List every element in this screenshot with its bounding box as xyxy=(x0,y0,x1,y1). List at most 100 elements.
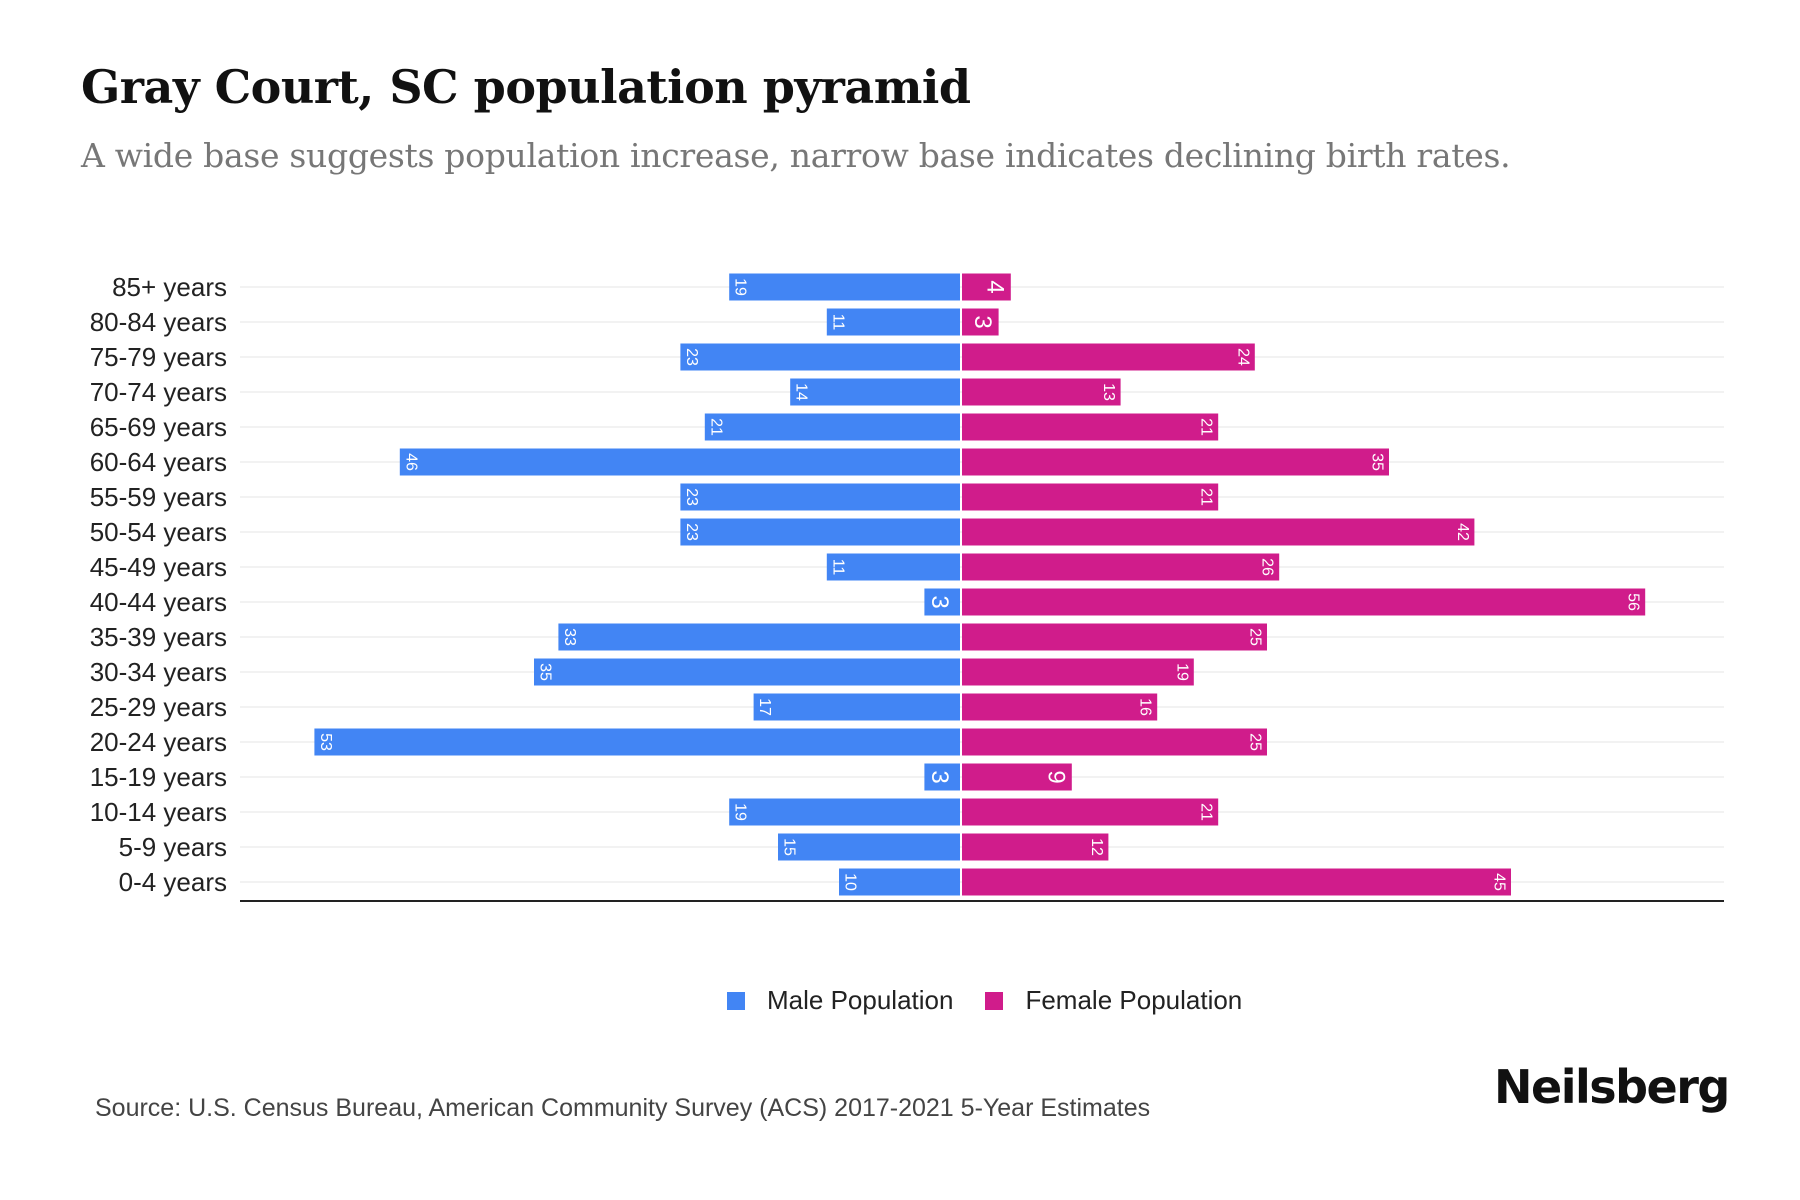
bars: 1911231421462323113333517533191510432413… xyxy=(314,273,1646,896)
data-label-male: 21 xyxy=(707,418,724,436)
data-label-male: 23 xyxy=(683,488,700,506)
bar-male xyxy=(399,448,960,476)
bar-female xyxy=(962,413,1219,441)
bar-male xyxy=(729,273,960,301)
bar-male xyxy=(704,413,960,441)
bar-male xyxy=(558,623,960,651)
category-label: 40-44 years xyxy=(90,587,227,617)
category-label: 25-29 years xyxy=(90,692,227,722)
data-label-female: 26 xyxy=(1259,558,1276,576)
bar-female xyxy=(962,763,1072,791)
data-label-male: 19 xyxy=(732,803,749,821)
data-label-male: 3 xyxy=(926,770,953,783)
legend-label-female: Female Population xyxy=(1025,985,1243,1015)
category-label: 50-54 years xyxy=(90,517,227,547)
legend-item-female: Female Population xyxy=(985,985,1242,1016)
bar-female xyxy=(962,588,1646,616)
bar-male xyxy=(680,343,960,371)
category-label: 15-19 years xyxy=(90,762,227,792)
bar-female xyxy=(962,728,1267,756)
bar-female xyxy=(962,553,1280,581)
data-label-female: 21 xyxy=(1198,803,1215,821)
legend-swatch-male xyxy=(727,991,745,1010)
bar-female xyxy=(962,483,1219,511)
bar-male xyxy=(839,868,960,896)
data-label-male: 15 xyxy=(781,838,798,856)
data-label-female: 13 xyxy=(1100,383,1117,401)
bar-female xyxy=(962,798,1219,826)
data-label-male: 23 xyxy=(683,348,700,366)
bar-male xyxy=(826,553,960,581)
category-label: 30-34 years xyxy=(90,657,227,687)
category-label: 20-24 years xyxy=(90,727,227,757)
data-label-female: 21 xyxy=(1198,488,1215,506)
data-label-female: 35 xyxy=(1369,453,1386,471)
bar-female xyxy=(962,343,1255,371)
data-label-male: 35 xyxy=(537,663,554,681)
category-label: 65-69 years xyxy=(90,412,227,442)
data-label-male: 14 xyxy=(793,383,810,401)
data-label-female: 9 xyxy=(1042,770,1069,783)
data-label-male: 11 xyxy=(829,314,846,331)
category-label: 80-84 years xyxy=(90,307,227,337)
data-label-male: 23 xyxy=(683,523,700,541)
gridlines xyxy=(240,286,1724,883)
bar-male xyxy=(826,308,960,336)
bar-female xyxy=(962,378,1121,406)
category-label: 45-49 years xyxy=(90,552,227,582)
legend: Male Population Female Population xyxy=(727,985,1274,1016)
bar-male xyxy=(729,798,960,826)
data-label-female: 42 xyxy=(1454,523,1471,541)
bar-male xyxy=(680,483,960,511)
data-label-male: 3 xyxy=(926,595,953,608)
category-label: 85+ years xyxy=(112,272,227,302)
category-label: 5-9 years xyxy=(119,832,227,862)
legend-swatch-female xyxy=(985,991,1004,1010)
category-labels: 85+ years 80-84 years 75-79 years 70-74 yea… xyxy=(90,272,227,897)
bar-male xyxy=(790,378,960,406)
chart-subtitle: A wide base suggests population increase… xyxy=(81,136,1511,175)
data-label-male: 17 xyxy=(756,698,773,716)
data-label-female: 4 xyxy=(981,280,1008,293)
bar-female xyxy=(962,658,1194,686)
data-label-male: 33 xyxy=(561,628,578,646)
brand-logo: Neilsberg xyxy=(1494,1060,1730,1114)
bar-female xyxy=(962,623,1267,651)
bar-female xyxy=(962,833,1109,861)
bar-female xyxy=(962,868,1511,896)
category-label: 10-14 years xyxy=(90,797,227,827)
data-label-female: 45 xyxy=(1491,873,1508,891)
data-label-male: 11 xyxy=(829,559,846,576)
data-label-female: 25 xyxy=(1247,733,1264,751)
bar-male xyxy=(753,693,960,721)
bar-female xyxy=(962,448,1389,476)
chart-title: Gray Court, SC population pyramid xyxy=(81,60,971,114)
data-label-female: 19 xyxy=(1173,663,1190,681)
bar-male xyxy=(924,763,960,791)
bar-male xyxy=(680,518,960,546)
bar-female xyxy=(962,693,1158,721)
data-label-female: 25 xyxy=(1247,628,1264,646)
data-label-female: 21 xyxy=(1198,418,1215,436)
category-label: 70-74 years xyxy=(90,377,227,407)
data-label-female: 12 xyxy=(1088,838,1105,856)
population-pyramid-chart: 1911231421462323113333517533191510432413… xyxy=(90,272,1724,902)
category-label: 60-64 years xyxy=(90,447,227,477)
bar-male xyxy=(534,658,960,686)
data-label-male: 53 xyxy=(317,733,334,751)
category-label: 35-39 years xyxy=(90,622,227,652)
data-label-male: 19 xyxy=(732,278,749,296)
data-label-female: 16 xyxy=(1137,698,1154,716)
data-label-female: 56 xyxy=(1625,593,1642,611)
bar-male xyxy=(314,728,960,756)
bar-male xyxy=(924,588,960,616)
legend-item-male: Male Population xyxy=(727,985,953,1016)
data-label-male: 46 xyxy=(402,453,419,471)
bar-female xyxy=(962,518,1475,546)
category-label: 55-59 years xyxy=(90,482,227,512)
category-label: 0-4 years xyxy=(119,867,227,897)
data-label-male: 10 xyxy=(842,873,859,891)
category-label: 75-79 years xyxy=(90,342,227,372)
data-label-female: 24 xyxy=(1234,348,1251,366)
source-note: Source: U.S. Census Bureau, American Com… xyxy=(95,1094,1151,1122)
